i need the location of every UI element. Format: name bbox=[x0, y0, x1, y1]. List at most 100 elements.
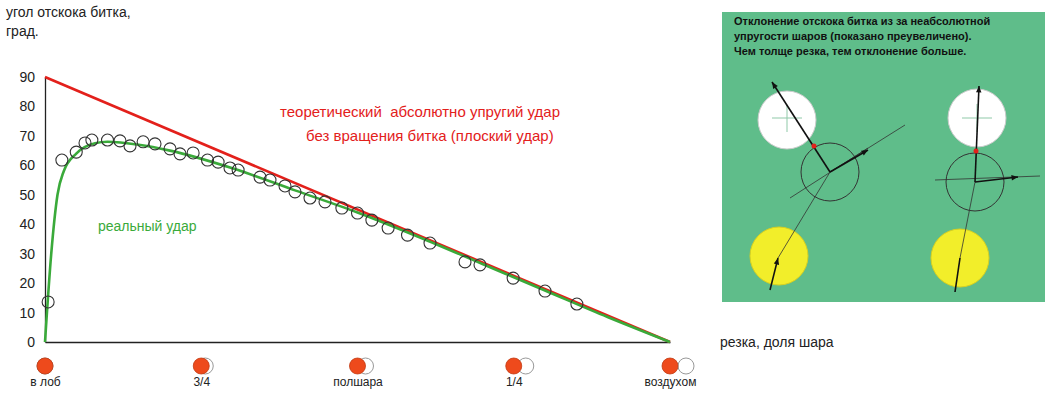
aim-mark bbox=[787, 105, 788, 132]
tangent-line bbox=[935, 176, 1040, 180]
data-point bbox=[224, 162, 236, 174]
data-point bbox=[319, 196, 331, 208]
data-point bbox=[212, 156, 224, 168]
diagram-panel: Отклонение отскока битка из за неабсолют… bbox=[722, 12, 1045, 302]
x-tick: воздухом bbox=[645, 342, 697, 389]
ball-icon bbox=[506, 358, 534, 374]
y-tick: 0 bbox=[27, 334, 45, 350]
data-line bbox=[45, 77, 670, 342]
data-point bbox=[289, 186, 301, 198]
panel-background bbox=[722, 12, 1045, 302]
panel-text: упругости шаров (показано преувеличено). bbox=[734, 30, 972, 42]
y-axis-line bbox=[45, 78, 46, 343]
x-tick: в лоб bbox=[30, 342, 61, 389]
y-tick: 30 bbox=[19, 246, 45, 262]
y-tick-label: 60 bbox=[19, 157, 35, 173]
ball-icon bbox=[662, 358, 694, 374]
plot-area bbox=[42, 77, 670, 342]
data-point bbox=[174, 148, 186, 160]
y-tick-label: 80 bbox=[19, 98, 35, 114]
data-point bbox=[352, 207, 364, 219]
data-point bbox=[42, 296, 54, 308]
cue-ball-icon bbox=[506, 358, 522, 374]
y-tick: 60 bbox=[19, 157, 45, 173]
arrow bbox=[772, 82, 830, 172]
y-tick: 70 bbox=[19, 128, 45, 144]
x-tick-label: 1/4 bbox=[506, 375, 523, 389]
data-point bbox=[137, 136, 149, 148]
cue-ball-icon bbox=[37, 358, 53, 374]
x-tick-label: воздухом bbox=[645, 375, 697, 389]
arrow-head bbox=[1011, 175, 1018, 180]
y-tick: 20 bbox=[19, 275, 45, 291]
data-point bbox=[79, 137, 91, 149]
object-ball-icon bbox=[678, 358, 694, 374]
arrow bbox=[830, 150, 868, 172]
data-point bbox=[56, 154, 68, 166]
data-point bbox=[102, 134, 114, 146]
data-point bbox=[382, 222, 394, 234]
x-axis-line bbox=[46, 342, 671, 343]
y-axis-title: угол отскока битка, bbox=[6, 4, 131, 20]
data-point bbox=[149, 138, 161, 150]
y-tick: 50 bbox=[19, 187, 45, 203]
y-tick: 90 bbox=[19, 69, 45, 85]
arrow-head bbox=[772, 82, 778, 89]
data-point bbox=[124, 140, 136, 152]
contact-point bbox=[812, 144, 817, 149]
x-tick-label: полшара bbox=[333, 375, 383, 389]
data-point bbox=[70, 146, 82, 158]
x-tick-label: в лоб bbox=[30, 375, 61, 389]
x-tick: 1/4 bbox=[506, 342, 523, 389]
arrow-head bbox=[861, 150, 868, 156]
data-point bbox=[202, 154, 214, 166]
x-tick: полшара bbox=[333, 342, 383, 389]
contact-point bbox=[974, 149, 979, 154]
data-point bbox=[264, 174, 276, 186]
panel-text: Отклонение отскока битка из за неабсолют… bbox=[734, 15, 990, 27]
ball-icon bbox=[37, 358, 53, 374]
arrow bbox=[975, 86, 979, 182]
data-point bbox=[336, 202, 348, 214]
data-point bbox=[187, 147, 199, 159]
y-tick-label: 40 bbox=[19, 216, 35, 232]
data-point bbox=[366, 214, 378, 226]
arrow bbox=[975, 177, 1018, 182]
ball-icon bbox=[350, 358, 374, 374]
object-ball-icon bbox=[37, 358, 53, 374]
y-tick-label: 50 bbox=[19, 187, 35, 203]
x-tick-label: 3/4 bbox=[193, 375, 210, 389]
y-axis-title: град. bbox=[6, 23, 39, 39]
y-tick-label: 90 bbox=[19, 69, 35, 85]
data-point bbox=[402, 229, 414, 241]
y-tick-label: 30 bbox=[19, 246, 35, 262]
cue-ball-icon bbox=[193, 358, 209, 374]
y-axis: 0 10 20 30 40 50 60 70 80 90 bbox=[19, 69, 45, 350]
data-point bbox=[86, 134, 98, 146]
x-axis: в лоб 3/4 полшара 1/4 воздухом bbox=[30, 342, 696, 389]
cue-ball-icon bbox=[350, 358, 366, 374]
object-ball bbox=[758, 91, 816, 149]
chart: угол отскока битка, град. 0 10 20 30 40 50 60 70 8… bbox=[0, 0, 1059, 394]
y-tick: 10 bbox=[19, 305, 45, 321]
arrow-head bbox=[774, 258, 779, 265]
cue-ball-icon bbox=[662, 358, 678, 374]
x-tick: 3/4 bbox=[193, 342, 210, 389]
annotation: без вращения битка (плоский удар) bbox=[306, 127, 554, 144]
cue-path bbox=[960, 182, 975, 258]
data-point bbox=[304, 192, 316, 204]
annotation: теоретический абсолютно упругий удар bbox=[280, 103, 560, 120]
y-tick-label: 20 bbox=[19, 275, 35, 291]
data-point bbox=[539, 285, 551, 297]
y-tick: 40 bbox=[19, 216, 45, 232]
y-tick-label: 70 bbox=[19, 128, 35, 144]
ball-icon bbox=[193, 358, 213, 374]
data-point bbox=[424, 237, 436, 249]
y-tick: 80 bbox=[19, 98, 45, 114]
annotation: реальный удар bbox=[98, 218, 197, 234]
panel-text: Чем толще резка, тем отклонение больше. bbox=[734, 45, 966, 57]
data-line bbox=[45, 142, 670, 342]
cue-path bbox=[778, 172, 830, 258]
data-point bbox=[474, 259, 486, 271]
data-point bbox=[459, 256, 471, 268]
